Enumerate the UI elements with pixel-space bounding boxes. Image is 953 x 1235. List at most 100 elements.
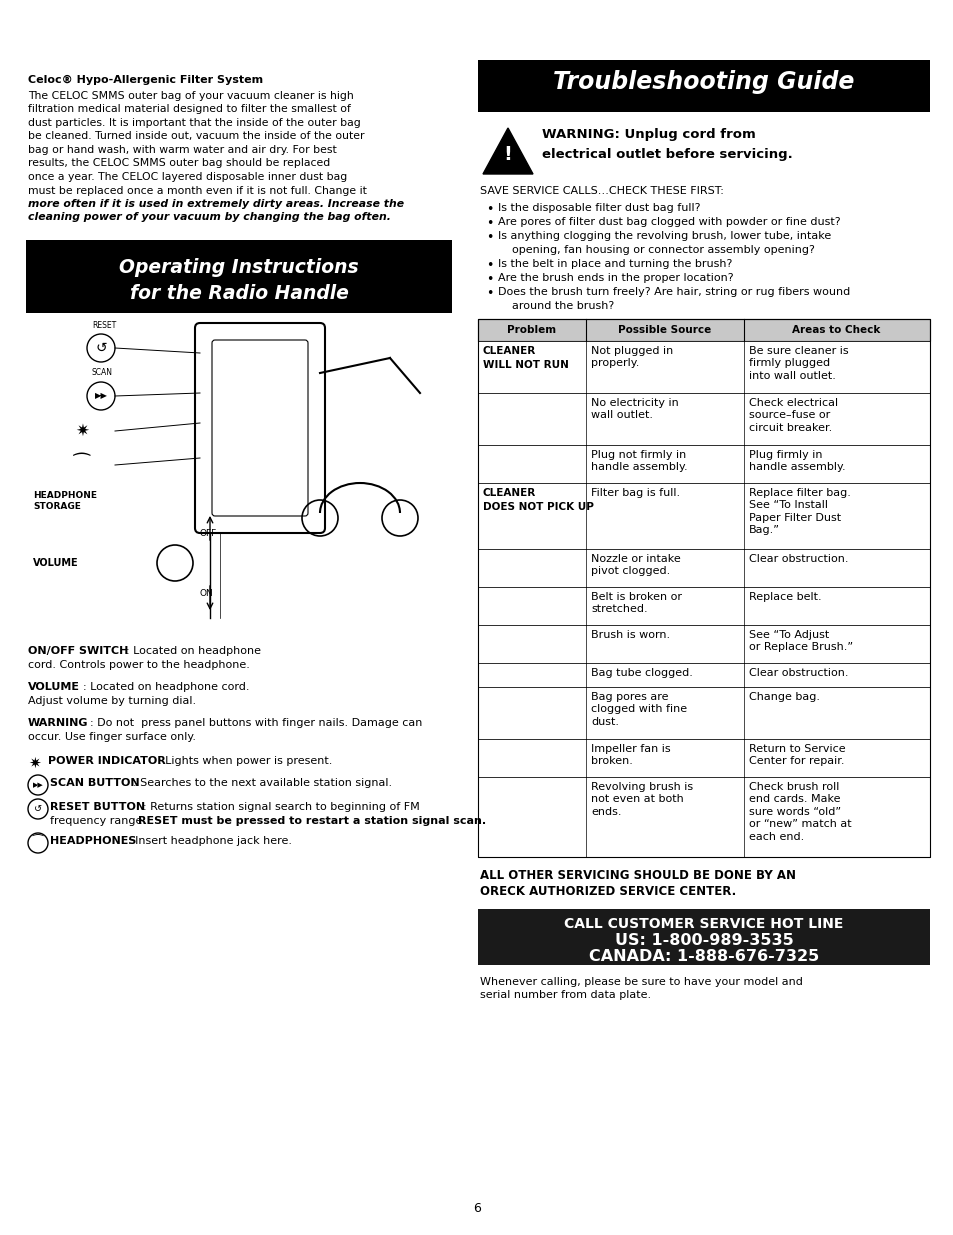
Text: POWER INDICATOR: POWER INDICATOR <box>48 756 166 766</box>
Text: Plug not firmly in
handle assembly.: Plug not firmly in handle assembly. <box>590 450 687 473</box>
Text: frequency range.: frequency range. <box>50 816 150 826</box>
Text: RESET must be pressed to restart a station signal scan.: RESET must be pressed to restart a stati… <box>138 816 486 826</box>
Text: Plug firmly in
handle assembly.: Plug firmly in handle assembly. <box>748 450 844 473</box>
Text: be cleaned. Turned inside out, vacuum the inside of the outer: be cleaned. Turned inside out, vacuum th… <box>28 131 364 142</box>
Text: Clear obstruction.: Clear obstruction. <box>748 668 847 678</box>
Text: Replace belt.: Replace belt. <box>748 592 821 601</box>
Text: US: 1-800-989-3535: US: 1-800-989-3535 <box>614 932 793 948</box>
Text: Brush is worn.: Brush is worn. <box>590 630 669 640</box>
Text: more often if it is used in extremely dirty areas. Increase the: more often if it is used in extremely di… <box>28 199 404 209</box>
Text: ✷: ✷ <box>28 756 41 771</box>
Text: Filter bag is full.: Filter bag is full. <box>590 488 679 498</box>
Text: once a year. The CELOC layered disposable inner dust bag: once a year. The CELOC layered disposabl… <box>28 172 347 182</box>
Text: ON/OFF SWITCH: ON/OFF SWITCH <box>28 646 129 656</box>
Text: results, the CELOC SMMS outer bag should be replaced: results, the CELOC SMMS outer bag should… <box>28 158 330 168</box>
Text: Is anything clogging the revolving brush, lower tube, intake: Is anything clogging the revolving brush… <box>497 231 830 241</box>
Text: Are the brush ends in the proper location?: Are the brush ends in the proper locatio… <box>497 273 733 283</box>
Bar <box>26 240 452 312</box>
Bar <box>26 312 452 629</box>
Text: Are pores of filter dust bag clogged with powder or fine dust?: Are pores of filter dust bag clogged wit… <box>497 217 840 227</box>
Text: : Located on headphone: : Located on headphone <box>126 646 261 656</box>
Bar <box>477 393 929 445</box>
Text: opening, fan housing or connector assembly opening?: opening, fan housing or connector assemb… <box>497 245 814 254</box>
Text: ⁀: ⁀ <box>74 456 90 474</box>
Text: HEADPHONES: HEADPHONES <box>50 836 136 846</box>
Text: HEADPHONE
STORAGE: HEADPHONE STORAGE <box>33 492 97 511</box>
Text: DOES NOT PICK UP: DOES NOT PICK UP <box>482 501 594 513</box>
Bar <box>477 341 929 393</box>
Text: VOLUME: VOLUME <box>28 682 80 692</box>
Text: The CELOC SMMS outer bag of your vacuum cleaner is high: The CELOC SMMS outer bag of your vacuum … <box>28 91 354 101</box>
Text: ▶▶: ▶▶ <box>32 782 43 788</box>
Text: WARNING: WARNING <box>28 718 89 727</box>
Text: ⁀: ⁀ <box>33 836 43 850</box>
Text: •: • <box>485 231 493 245</box>
Bar <box>477 909 929 965</box>
Text: Operating Instructions: Operating Instructions <box>119 258 358 277</box>
Text: Does the brush turn freely? Are hair, string or rug fibers wound: Does the brush turn freely? Are hair, st… <box>497 287 849 296</box>
Text: WARNING: Unplug cord from: WARNING: Unplug cord from <box>541 128 755 141</box>
Bar <box>477 319 929 341</box>
Text: Check brush roll
end cards. Make
sure words “old”
or “new” match at
each end.: Check brush roll end cards. Make sure wo… <box>748 782 851 841</box>
Text: WILL NOT RUN: WILL NOT RUN <box>482 359 568 370</box>
Text: Bag tube clogged.: Bag tube clogged. <box>590 668 692 678</box>
Text: •: • <box>485 273 493 287</box>
Text: occur. Use finger surface only.: occur. Use finger surface only. <box>28 732 195 742</box>
Text: Areas to Check: Areas to Check <box>791 325 880 335</box>
Text: Be sure cleaner is
firmly plugged
into wall outlet.: Be sure cleaner is firmly plugged into w… <box>748 346 848 380</box>
Text: : Insert headphone jack here.: : Insert headphone jack here. <box>128 836 292 846</box>
Bar <box>477 687 929 739</box>
Text: : Searches to the next available station signal.: : Searches to the next available station… <box>132 778 392 788</box>
Text: SCAN BUTTON: SCAN BUTTON <box>50 778 139 788</box>
Text: Bag pores are
clogged with fine
dust.: Bag pores are clogged with fine dust. <box>590 692 686 727</box>
Text: : Lights when power is present.: : Lights when power is present. <box>158 756 332 766</box>
Text: CANADA: 1-888-676-7325: CANADA: 1-888-676-7325 <box>588 948 819 965</box>
Bar <box>477 587 929 625</box>
Text: must be replaced once a month even if it is not full. Change it: must be replaced once a month even if it… <box>28 185 367 195</box>
Text: : Located on headphone cord.: : Located on headphone cord. <box>83 682 250 692</box>
Text: RESET: RESET <box>91 321 116 330</box>
Text: Is the belt in place and turning the brush?: Is the belt in place and turning the bru… <box>497 259 732 269</box>
Text: Whenever calling, please be sure to have your model and
serial number from data : Whenever calling, please be sure to have… <box>479 977 802 1000</box>
Text: bag or hand wash, with warm water and air dry. For best: bag or hand wash, with warm water and ai… <box>28 144 336 156</box>
Text: filtration medical material designed to filter the smallest of: filtration medical material designed to … <box>28 105 351 115</box>
Bar <box>477 663 929 687</box>
Bar <box>477 483 929 550</box>
Bar <box>477 625 929 663</box>
Text: Clear obstruction.: Clear obstruction. <box>748 555 847 564</box>
Text: !: ! <box>503 144 512 163</box>
Text: ON: ON <box>200 589 213 598</box>
Bar <box>477 739 929 777</box>
Text: VOLUME: VOLUME <box>33 558 78 568</box>
Text: ▶▶: ▶▶ <box>94 391 108 400</box>
Text: Impeller fan is
broken.: Impeller fan is broken. <box>590 743 670 767</box>
Text: CLEANER: CLEANER <box>482 488 536 498</box>
Bar <box>477 550 929 587</box>
Bar <box>477 445 929 483</box>
Text: Not plugged in
properly.: Not plugged in properly. <box>590 346 673 368</box>
Text: for the Radio Handle: for the Radio Handle <box>130 284 348 303</box>
Text: •: • <box>485 203 493 216</box>
Bar <box>477 61 929 112</box>
Text: CALL CUSTOMER SERVICE HOT LINE: CALL CUSTOMER SERVICE HOT LINE <box>564 918 842 931</box>
Text: ↺: ↺ <box>34 804 42 814</box>
Text: 6: 6 <box>473 1202 480 1215</box>
Text: Problem: Problem <box>507 325 556 335</box>
Text: ✷: ✷ <box>75 422 89 440</box>
Bar <box>477 777 929 857</box>
Text: No electricity in
wall outlet.: No electricity in wall outlet. <box>590 398 678 420</box>
Text: Nozzle or intake
pivot clogged.: Nozzle or intake pivot clogged. <box>590 555 680 577</box>
Text: •: • <box>485 259 493 272</box>
Text: •: • <box>485 217 493 230</box>
Text: Replace filter bag.
See “To Install
Paper Filter Dust
Bag.”: Replace filter bag. See “To Install Pape… <box>748 488 850 535</box>
Text: OFF: OFF <box>200 529 217 537</box>
Text: : Do not  press panel buttons with finger nails. Damage can: : Do not press panel buttons with finger… <box>90 718 422 727</box>
Polygon shape <box>482 128 533 174</box>
Text: Celoc® Hypo-Allergenic Filter System: Celoc® Hypo-Allergenic Filter System <box>28 75 263 85</box>
Text: Return to Service
Center for repair.: Return to Service Center for repair. <box>748 743 844 767</box>
Text: CLEANER: CLEANER <box>482 346 536 356</box>
Text: dust particles. It is important that the inside of the outer bag: dust particles. It is important that the… <box>28 119 360 128</box>
Text: Troubleshooting Guide: Troubleshooting Guide <box>553 70 854 94</box>
Text: : Returns station signal search to beginning of FM: : Returns station signal search to begin… <box>143 802 419 811</box>
Text: ↺: ↺ <box>95 341 107 354</box>
